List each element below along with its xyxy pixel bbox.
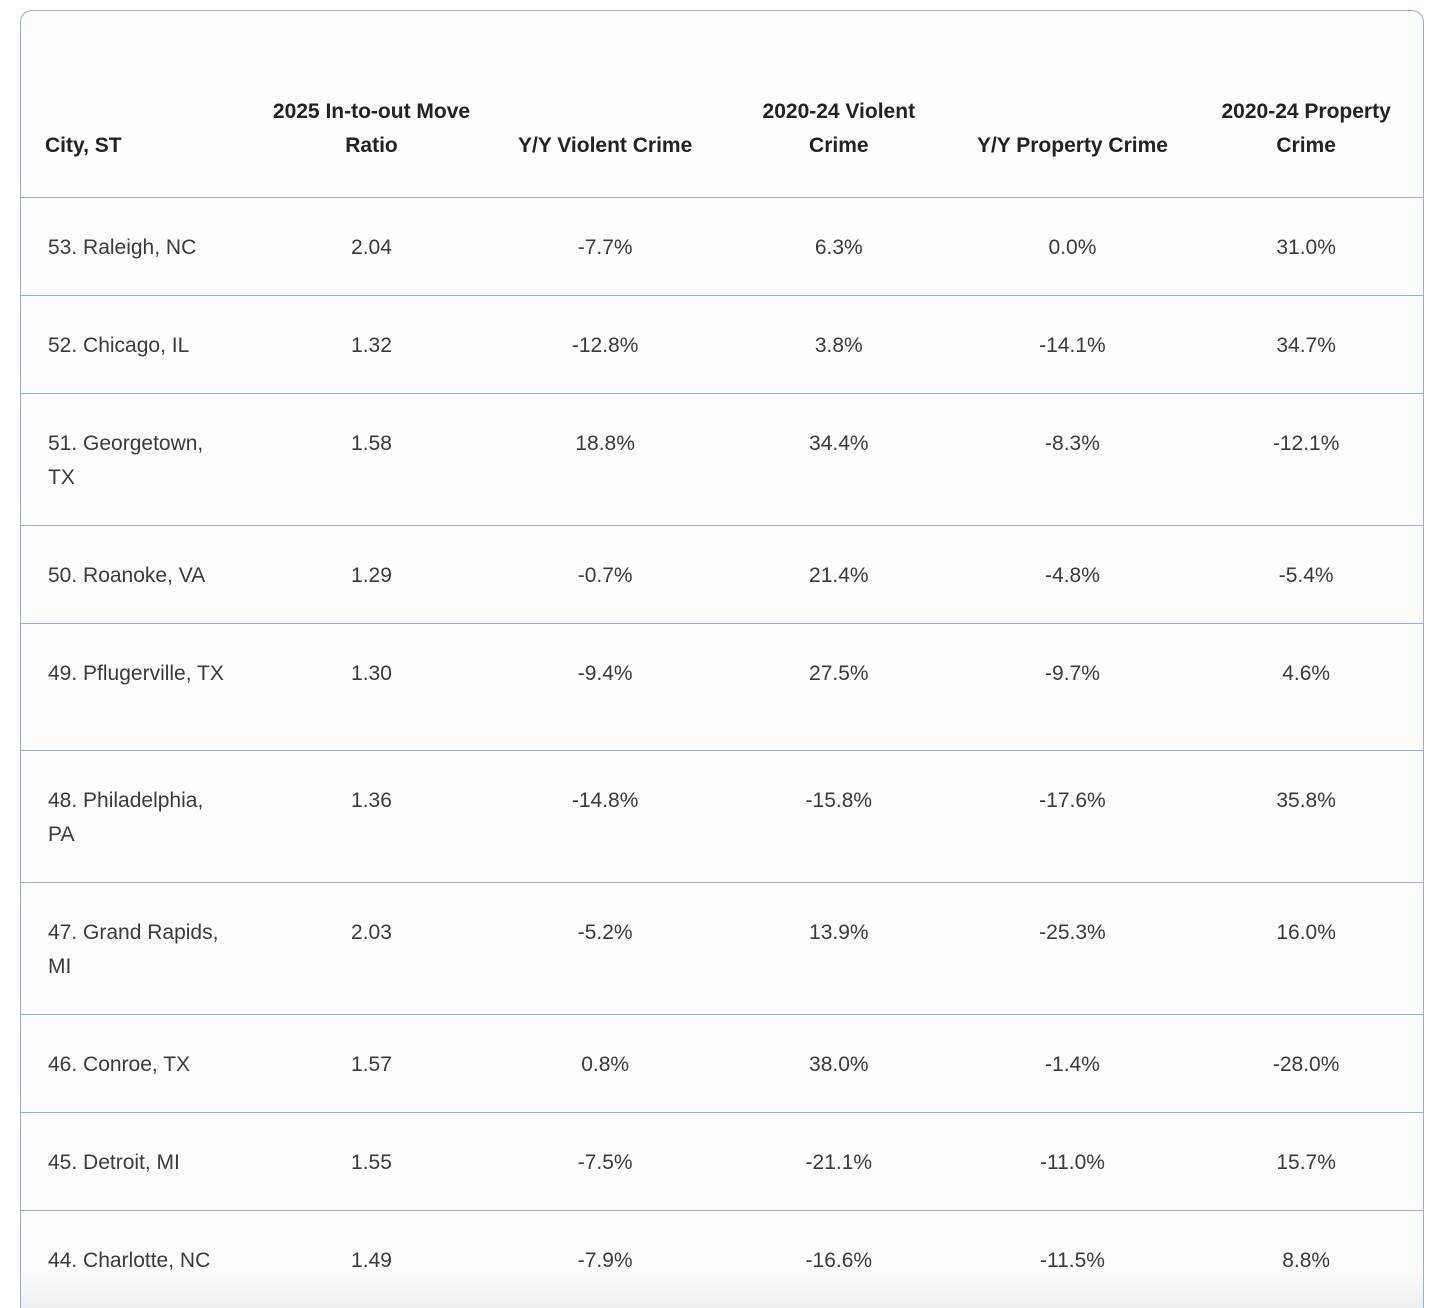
value-cell: 34.7% bbox=[1189, 296, 1423, 394]
value-cell: 34.4% bbox=[722, 394, 956, 526]
value-cell: -16.6% bbox=[722, 1211, 956, 1308]
value-cell: 0.0% bbox=[956, 198, 1190, 296]
value-cell: 1.58 bbox=[255, 394, 489, 526]
column-header: Y/Y Violent Crime bbox=[488, 11, 722, 198]
column-header: 2020-24 Property Crime bbox=[1189, 11, 1423, 198]
value-cell: -14.8% bbox=[488, 751, 722, 883]
value-cell: -11.5% bbox=[956, 1211, 1190, 1308]
value-cell: 21.4% bbox=[722, 526, 956, 624]
value-cell: -1.4% bbox=[956, 1015, 1190, 1113]
value-cell: -8.3% bbox=[956, 394, 1190, 526]
value-cell: -11.0% bbox=[956, 1113, 1190, 1211]
value-cell: -7.9% bbox=[488, 1211, 722, 1308]
value-cell: -14.1% bbox=[956, 296, 1190, 394]
value-cell: 3.8% bbox=[722, 296, 956, 394]
value-cell: 27.5% bbox=[722, 624, 956, 751]
value-cell: 15.7% bbox=[1189, 1113, 1423, 1211]
value-cell: 2.04 bbox=[255, 198, 489, 296]
value-cell: -12.8% bbox=[488, 296, 722, 394]
value-cell: 1.32 bbox=[255, 296, 489, 394]
value-cell: 1.49 bbox=[255, 1211, 489, 1308]
value-cell: -4.8% bbox=[956, 526, 1190, 624]
column-header: 2025 In-to-out Move Ratio bbox=[255, 11, 489, 198]
column-header: Y/Y Property Crime bbox=[956, 11, 1190, 198]
value-cell: 16.0% bbox=[1189, 883, 1423, 1015]
city-cell: 52. Chicago, IL bbox=[21, 296, 255, 394]
city-cell: 49. Pflugerville, TX bbox=[21, 624, 255, 751]
city-cell: 53. Raleigh, NC bbox=[21, 198, 255, 296]
city-cell: 44. Charlotte, NC bbox=[21, 1211, 255, 1308]
value-cell: 4.6% bbox=[1189, 624, 1423, 751]
value-cell: -7.7% bbox=[488, 198, 722, 296]
value-cell: -15.8% bbox=[722, 751, 956, 883]
value-cell: -0.7% bbox=[488, 526, 722, 624]
value-cell: -5.2% bbox=[488, 883, 722, 1015]
value-cell: -9.7% bbox=[956, 624, 1190, 751]
value-cell: 1.30 bbox=[255, 624, 489, 751]
city-cell: 46. Conroe, TX bbox=[21, 1015, 255, 1113]
value-cell: -21.1% bbox=[722, 1113, 956, 1211]
value-cell: 1.57 bbox=[255, 1015, 489, 1113]
value-cell: 1.36 bbox=[255, 751, 489, 883]
value-cell: -17.6% bbox=[956, 751, 1190, 883]
value-cell: 35.8% bbox=[1189, 751, 1423, 883]
value-cell: -7.5% bbox=[488, 1113, 722, 1211]
city-cell: 50. Roanoke, VA bbox=[21, 526, 255, 624]
value-cell: 0.8% bbox=[488, 1015, 722, 1113]
value-cell: 38.0% bbox=[722, 1015, 956, 1113]
city-cell: 47. Grand Rapids, MI bbox=[21, 883, 255, 1015]
value-cell: 8.8% bbox=[1189, 1211, 1423, 1308]
value-cell: -25.3% bbox=[956, 883, 1190, 1015]
value-cell: 1.29 bbox=[255, 526, 489, 624]
value-cell: -5.4% bbox=[1189, 526, 1423, 624]
value-cell: 18.8% bbox=[488, 394, 722, 526]
value-cell: 6.3% bbox=[722, 198, 956, 296]
column-header: 2020-24 Violent Crime bbox=[722, 11, 956, 198]
city-cell: 51. Georgetown, TX bbox=[21, 394, 255, 526]
value-cell: 13.9% bbox=[722, 883, 956, 1015]
city-cell: 45. Detroit, MI bbox=[21, 1113, 255, 1211]
column-header: City, ST bbox=[21, 11, 255, 198]
value-cell: -9.4% bbox=[488, 624, 722, 751]
value-cell: 2.03 bbox=[255, 883, 489, 1015]
value-cell: 1.55 bbox=[255, 1113, 489, 1211]
value-cell: -28.0% bbox=[1189, 1015, 1423, 1113]
city-cell: 48. Philadelphia, PA bbox=[21, 751, 255, 883]
value-cell: -12.1% bbox=[1189, 394, 1423, 526]
value-cell: 31.0% bbox=[1189, 198, 1423, 296]
